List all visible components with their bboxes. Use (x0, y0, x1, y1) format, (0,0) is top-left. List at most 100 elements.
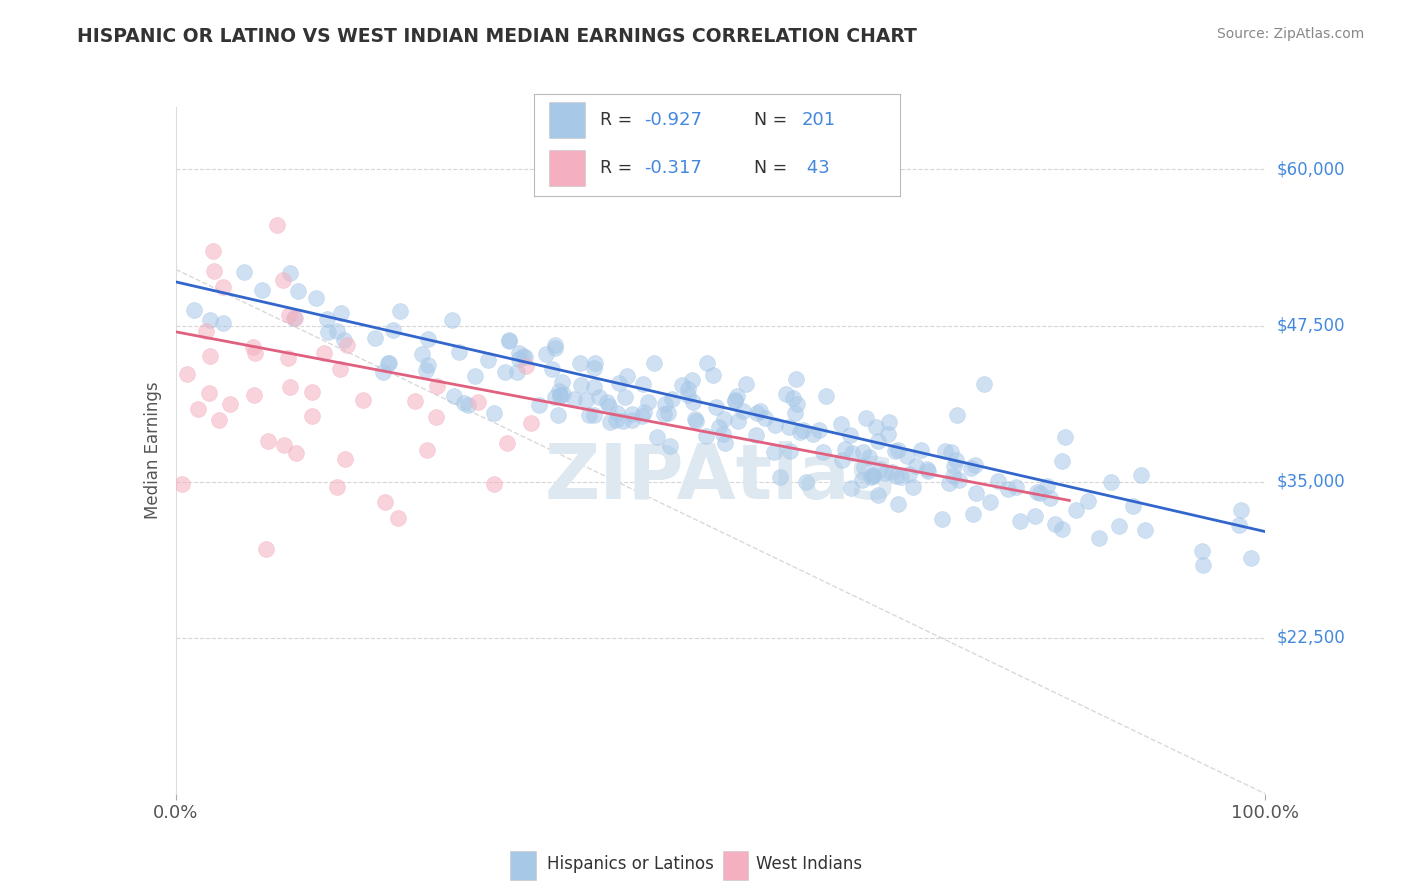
Point (1192, 558, 1215, 573)
Text: -0.317: -0.317 (644, 159, 702, 177)
Point (905, 458, 928, 473)
Point (588, 390, 610, 404)
Bar (723, 851, 748, 880)
Point (676, 382, 699, 396)
Text: Source: ZipAtlas.com: Source: ZipAtlas.com (1216, 27, 1364, 41)
Point (364, 331, 387, 345)
Point (449, 345, 471, 359)
Point (811, 445, 834, 459)
Point (569, 378, 592, 392)
Point (505, 365, 527, 379)
Point (661, 392, 683, 406)
Point (775, 387, 797, 401)
Point (305, 291, 328, 305)
Point (389, 303, 412, 318)
Point (529, 398, 551, 412)
Point (508, 346, 530, 360)
Point (250, 283, 273, 297)
Point (754, 410, 776, 425)
Point (172, 476, 194, 491)
Text: $22,500: $22,500 (1277, 629, 1346, 647)
Point (254, 541, 277, 556)
Point (869, 461, 891, 475)
Point (482, 477, 505, 491)
Point (242, 339, 264, 353)
Point (374, 495, 396, 509)
Point (1010, 514, 1032, 528)
Point (1191, 544, 1213, 558)
Point (1099, 475, 1122, 490)
Point (547, 384, 569, 398)
Point (943, 458, 966, 473)
Text: West Indians: West Indians (756, 855, 862, 873)
Point (411, 347, 433, 361)
Point (453, 395, 475, 409)
Point (652, 408, 675, 422)
Point (785, 372, 807, 386)
Point (1029, 485, 1052, 500)
Point (934, 443, 956, 458)
Point (1130, 468, 1153, 483)
Point (284, 311, 307, 326)
Point (1054, 430, 1077, 444)
Point (457, 398, 479, 412)
Point (962, 507, 984, 521)
Point (551, 375, 574, 389)
Point (789, 425, 811, 440)
Point (194, 324, 217, 338)
Point (965, 485, 987, 500)
Point (685, 413, 707, 427)
Point (631, 376, 654, 391)
Point (467, 394, 489, 409)
Point (621, 407, 644, 421)
Point (464, 369, 486, 384)
Point (596, 395, 619, 409)
Point (329, 362, 352, 376)
Text: $47,500: $47,500 (1277, 317, 1346, 334)
Text: R =: R = (600, 159, 638, 177)
Point (987, 474, 1010, 488)
Point (915, 462, 938, 476)
Text: R =: R = (600, 111, 638, 128)
Point (494, 365, 516, 379)
Point (959, 461, 981, 475)
Point (278, 267, 301, 281)
Point (616, 369, 638, 384)
Point (786, 396, 808, 410)
Point (477, 353, 499, 368)
Point (416, 358, 439, 372)
Point (707, 420, 730, 434)
Point (575, 392, 598, 407)
Point (727, 414, 749, 428)
Point (326, 325, 349, 339)
Point (834, 442, 856, 457)
Point (887, 497, 910, 511)
Point (839, 427, 862, 442)
Point (318, 325, 340, 339)
Y-axis label: Median Earnings: Median Earnings (143, 382, 162, 519)
Point (378, 356, 401, 370)
Point (814, 389, 837, 403)
Point (858, 450, 880, 464)
Point (426, 379, 449, 393)
Point (831, 453, 853, 467)
Point (645, 429, 668, 443)
Point (583, 408, 606, 422)
Point (794, 475, 817, 489)
Point (544, 342, 567, 356)
Text: Hispanics or Latinos: Hispanics or Latinos (547, 855, 714, 873)
Point (762, 445, 785, 459)
Point (917, 464, 939, 478)
Point (671, 377, 693, 392)
Point (620, 413, 643, 427)
Point (876, 427, 898, 442)
Point (731, 404, 754, 418)
Point (176, 367, 198, 381)
Point (782, 391, 804, 405)
Point (1135, 523, 1157, 537)
Point (583, 355, 606, 369)
Point (443, 389, 465, 403)
Point (278, 379, 301, 393)
Point (883, 444, 905, 458)
Point (1077, 494, 1099, 508)
